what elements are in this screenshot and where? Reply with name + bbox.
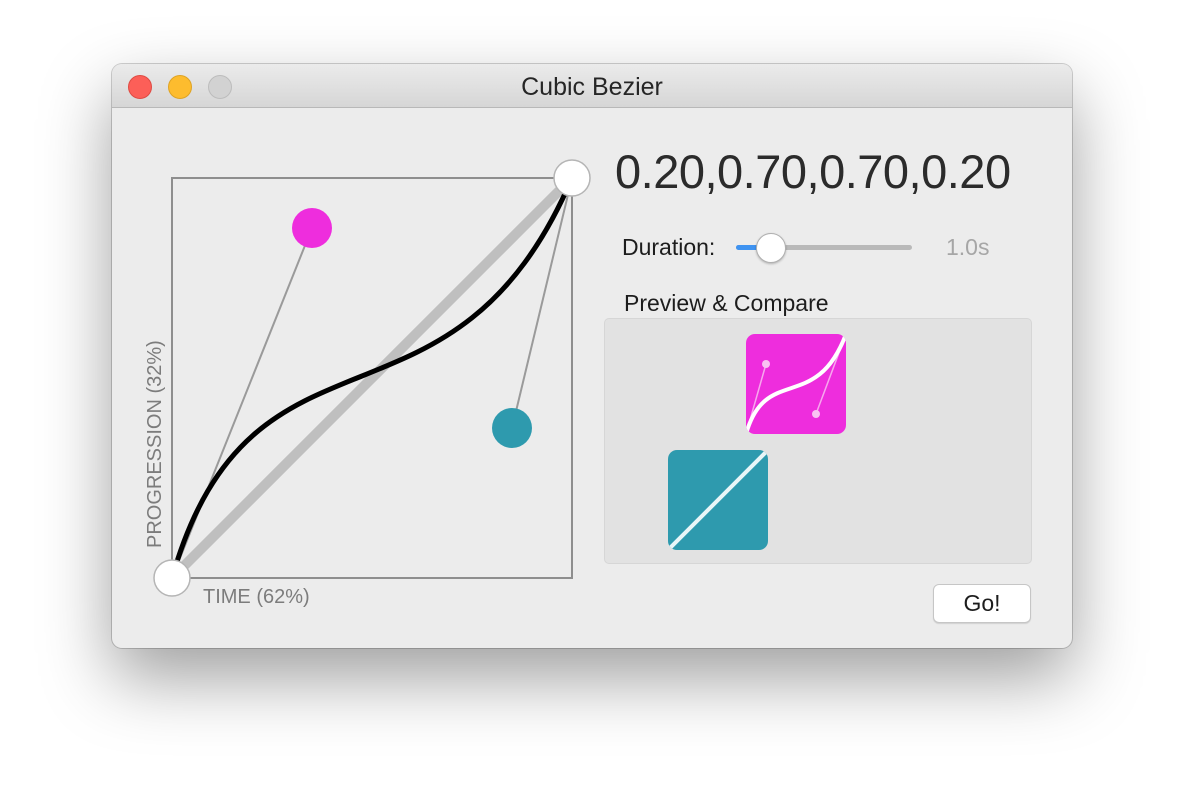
linear-icon	[668, 450, 768, 550]
curve-icon	[746, 334, 846, 434]
slider-thumb[interactable]	[756, 233, 786, 263]
duration-slider[interactable]	[736, 231, 914, 265]
control-point-1-handle[interactable]	[292, 208, 332, 248]
progression-axis-label: PROGRESSION (32%)	[144, 340, 166, 548]
window-title: Cubic Bezier	[521, 73, 663, 101]
end-point-handle[interactable]	[553, 159, 591, 197]
bezier-values-readout: 0.20,0.70,0.70,0.20	[615, 145, 1011, 198]
handle-line-end	[511, 177, 573, 429]
start-point-handle[interactable]	[153, 559, 191, 597]
time-axis-label: TIME (62%)	[203, 586, 310, 608]
minimize-button[interactable]	[168, 75, 192, 99]
bezier-curve	[169, 177, 575, 579]
curve-frame	[171, 177, 573, 579]
slider-track-fill	[736, 245, 770, 250]
linear-preview-tile	[668, 450, 768, 550]
control-point-2-handle[interactable]	[492, 408, 532, 448]
linear-reference-line	[168, 174, 576, 582]
duration-label: Duration:	[622, 234, 716, 260]
custom-curve-preview-tile	[746, 334, 846, 434]
go-button[interactable]: Go!	[933, 584, 1031, 623]
title-bar: Cubic Bezier	[112, 64, 1072, 108]
slider-track	[736, 245, 912, 250]
zoom-button[interactable]	[208, 75, 232, 99]
close-button[interactable]	[128, 75, 152, 99]
preview-label: Preview & Compare	[624, 290, 829, 316]
duration-value: 1.0s	[946, 234, 990, 260]
